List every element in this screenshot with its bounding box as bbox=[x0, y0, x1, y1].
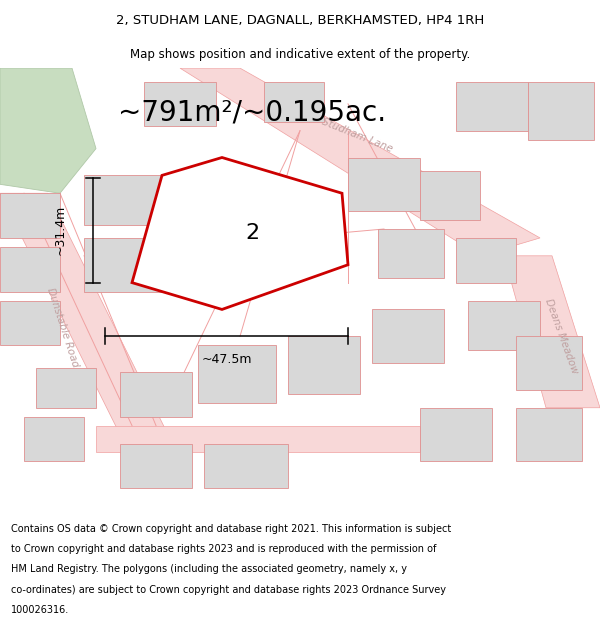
Polygon shape bbox=[0, 193, 168, 434]
Polygon shape bbox=[264, 81, 324, 122]
Text: HM Land Registry. The polygons (including the associated geometry, namely x, y: HM Land Registry. The polygons (includin… bbox=[11, 564, 407, 574]
Text: ~31.4m: ~31.4m bbox=[53, 205, 67, 255]
Text: Contains OS data © Crown copyright and database right 2021. This information is : Contains OS data © Crown copyright and d… bbox=[11, 524, 451, 534]
Text: 2, STUDHAM LANE, DAGNALL, BERKHAMSTED, HP4 1RH: 2, STUDHAM LANE, DAGNALL, BERKHAMSTED, H… bbox=[116, 14, 484, 27]
Polygon shape bbox=[24, 417, 84, 461]
Text: 2: 2 bbox=[245, 224, 259, 244]
Text: to Crown copyright and database rights 2023 and is reproduced with the permissio: to Crown copyright and database rights 2… bbox=[11, 544, 436, 554]
Polygon shape bbox=[420, 408, 492, 461]
Polygon shape bbox=[348, 158, 420, 211]
Polygon shape bbox=[84, 176, 168, 224]
Polygon shape bbox=[456, 81, 528, 131]
Polygon shape bbox=[528, 81, 594, 139]
Polygon shape bbox=[0, 193, 60, 238]
Polygon shape bbox=[198, 345, 276, 403]
Polygon shape bbox=[0, 247, 60, 291]
Polygon shape bbox=[120, 372, 192, 417]
Polygon shape bbox=[96, 426, 420, 452]
Polygon shape bbox=[420, 171, 480, 220]
Text: 100026316.: 100026316. bbox=[11, 605, 69, 615]
Text: Dunstable Road: Dunstable Road bbox=[46, 286, 80, 368]
Polygon shape bbox=[516, 336, 582, 390]
Polygon shape bbox=[36, 368, 96, 408]
Polygon shape bbox=[0, 68, 96, 193]
Text: Map shows position and indicative extent of the property.: Map shows position and indicative extent… bbox=[130, 48, 470, 61]
Text: co-ordinates) are subject to Crown copyright and database rights 2023 Ordnance S: co-ordinates) are subject to Crown copyr… bbox=[11, 585, 446, 595]
Text: ~791m²/~0.195ac.: ~791m²/~0.195ac. bbox=[118, 99, 386, 127]
Polygon shape bbox=[504, 256, 600, 408]
Polygon shape bbox=[372, 309, 444, 363]
Polygon shape bbox=[378, 229, 444, 278]
Polygon shape bbox=[456, 238, 516, 282]
Polygon shape bbox=[144, 81, 216, 126]
Polygon shape bbox=[120, 444, 192, 488]
Polygon shape bbox=[84, 238, 162, 291]
Polygon shape bbox=[204, 444, 288, 488]
Text: Studham Lane: Studham Lane bbox=[320, 116, 394, 154]
Text: Deans Meadow: Deans Meadow bbox=[543, 298, 579, 375]
Polygon shape bbox=[288, 336, 360, 394]
Polygon shape bbox=[132, 158, 348, 309]
Polygon shape bbox=[468, 301, 540, 349]
Polygon shape bbox=[516, 408, 582, 461]
Polygon shape bbox=[180, 68, 540, 256]
Text: ~47.5m: ~47.5m bbox=[201, 353, 252, 366]
Polygon shape bbox=[0, 301, 60, 345]
